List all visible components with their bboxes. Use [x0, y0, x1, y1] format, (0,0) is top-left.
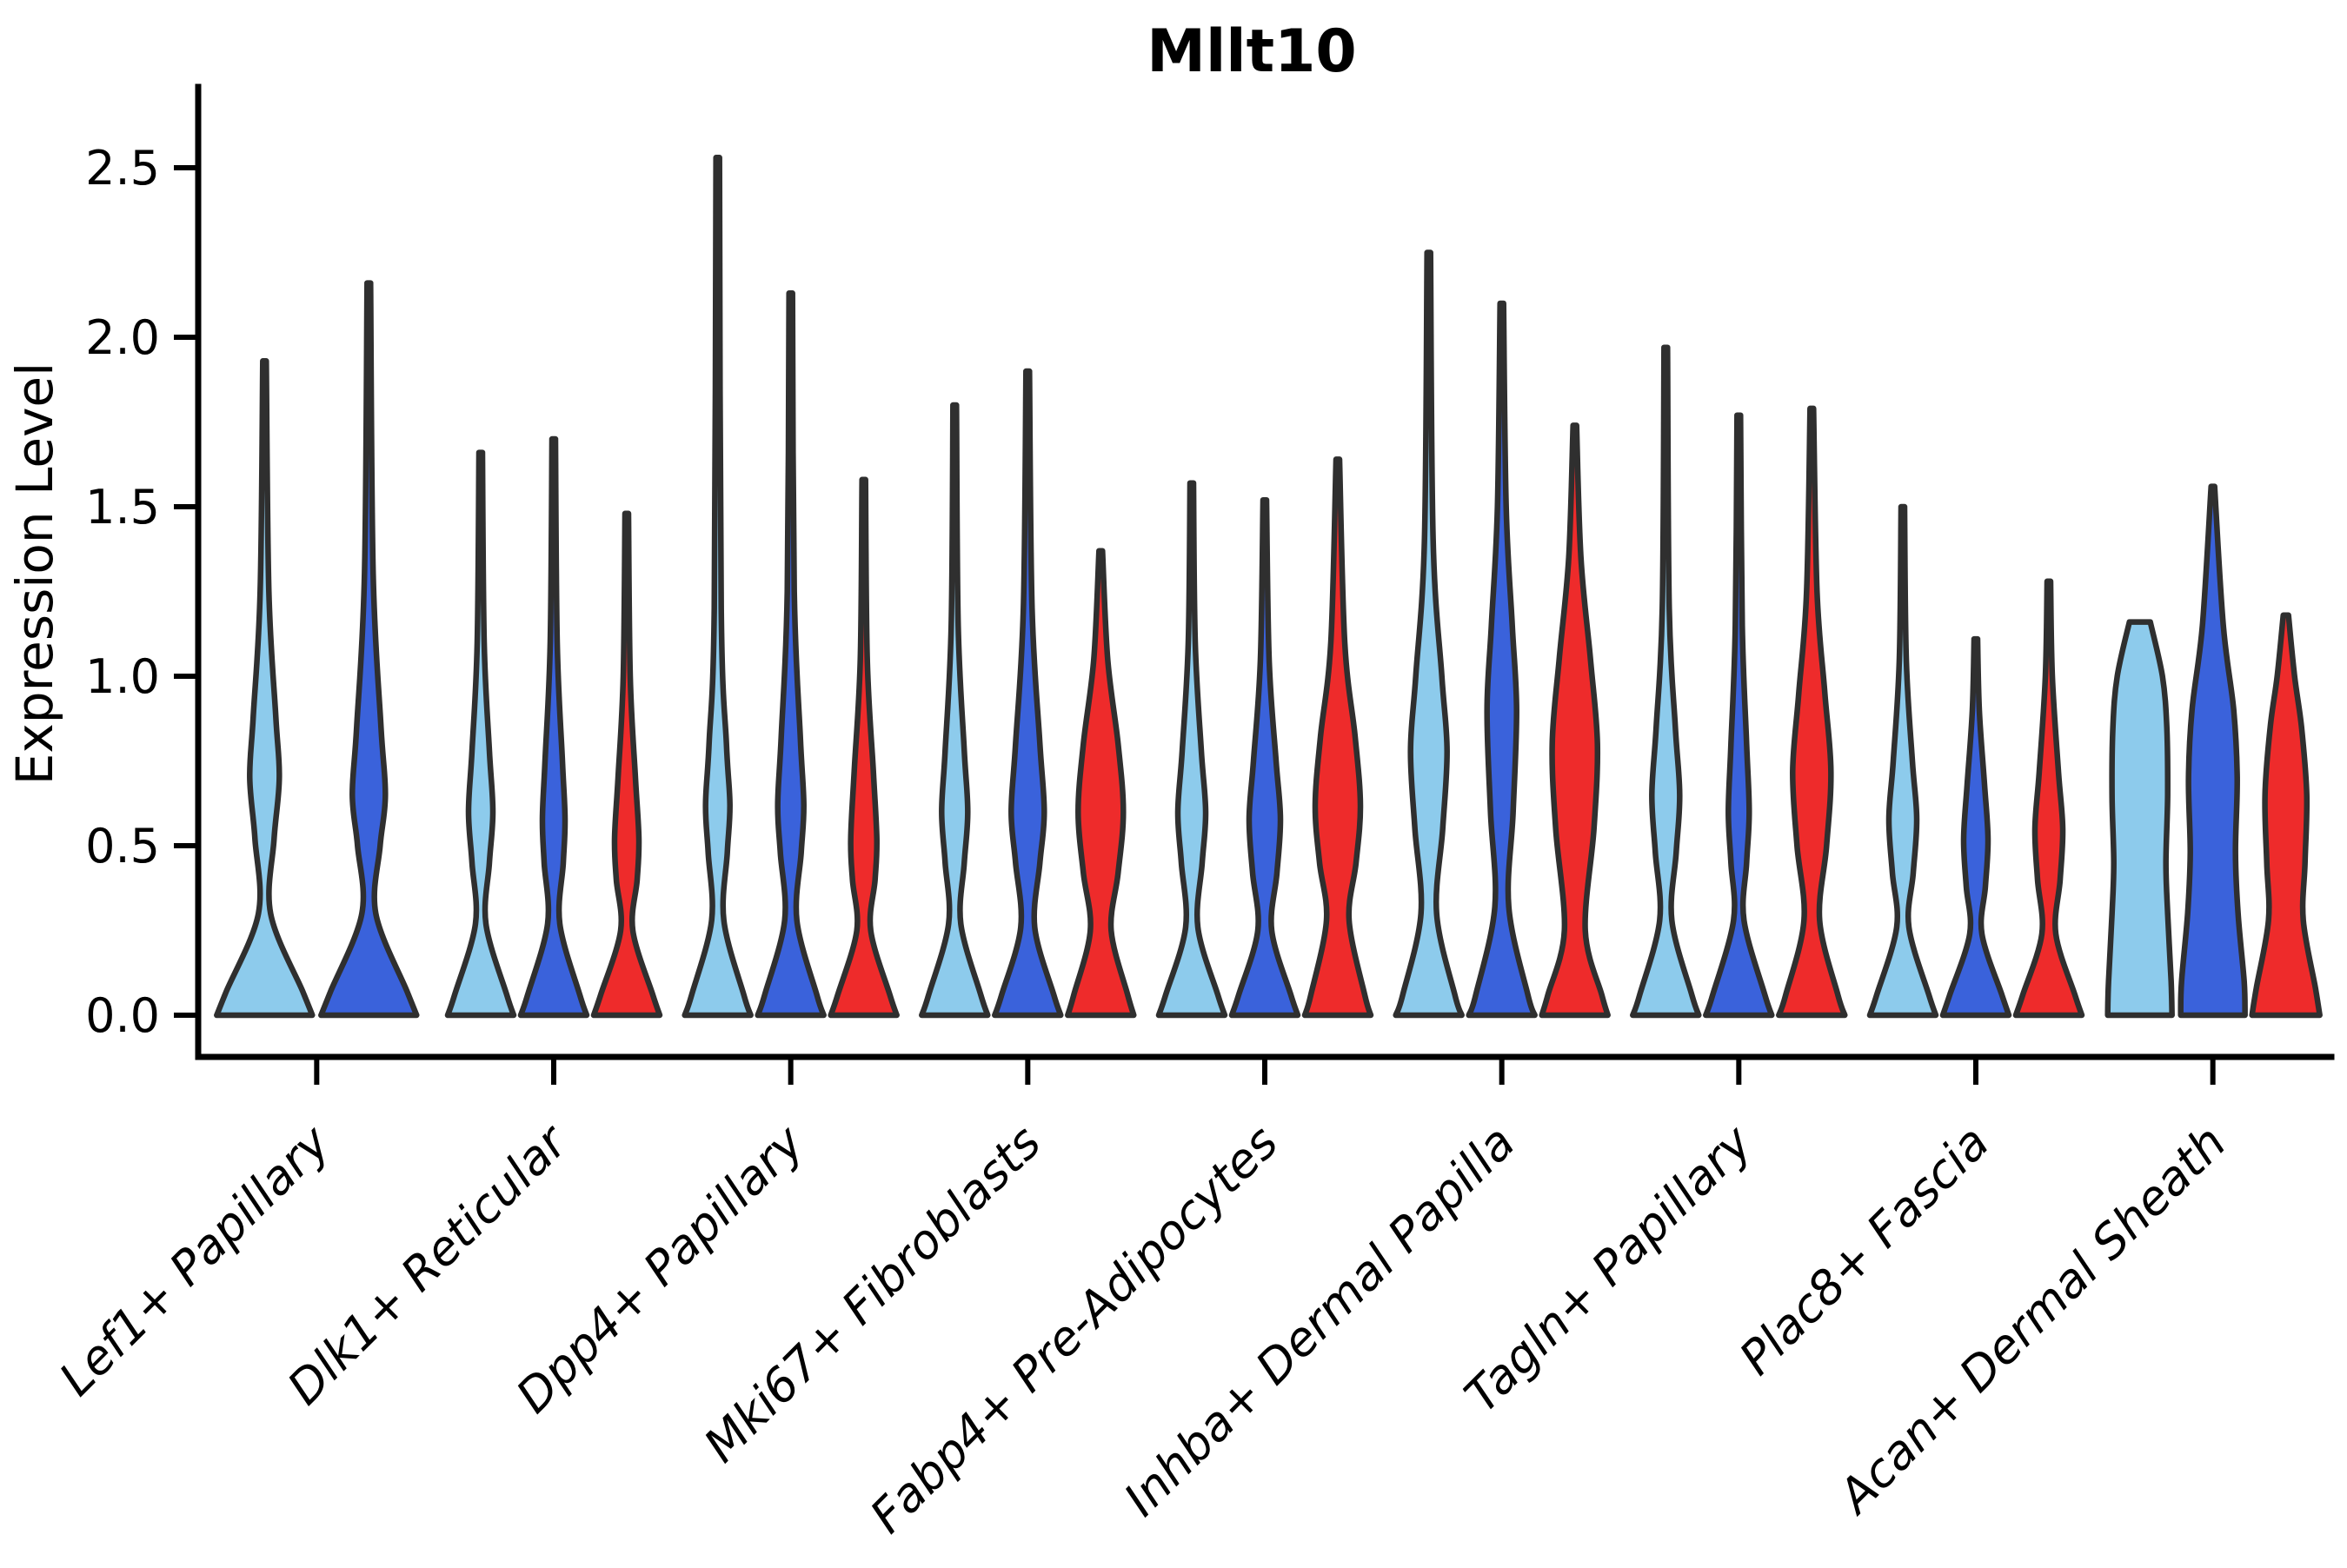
- violin-dlk1-reticular-hue2: [590, 510, 663, 1019]
- y-tick-label: 1.5: [85, 480, 160, 535]
- y-axis: 0.0 0.5 1.0 1.5 2.0 2.5: [85, 83, 202, 1060]
- violin-mki67-fibroblasts-hue0: [919, 402, 991, 1019]
- violin-dpp4-papillary-hue2: [828, 476, 900, 1019]
- violin-plac8-fascia-hue1: [1939, 635, 2012, 1019]
- violin-inhba-dermal-papilla-hue1: [1466, 300, 1538, 1019]
- violin-dpp4-papillary-hue0: [681, 155, 754, 1019]
- violin-plac8-fascia-hue2: [2012, 578, 2085, 1019]
- violin-dlk1-reticular-hue0: [444, 449, 517, 1019]
- violin-acan-dermal-sheath-hue2: [2249, 612, 2323, 1019]
- violin-fabp4-pre-adipocytes-hue0: [1155, 480, 1228, 1019]
- violin-acan-dermal-sheath-hue1: [2177, 483, 2248, 1019]
- y-axis-label: Expression Level: [5, 362, 64, 785]
- violins-layer: [214, 155, 2323, 1019]
- y-tick-label: 0.5: [85, 819, 160, 874]
- violin-mki67-fibroblasts-hue2: [1065, 548, 1137, 1019]
- y-tick-label: 2.0: [85, 310, 160, 365]
- violin-dpp4-papillary-hue1: [755, 290, 827, 1019]
- y-tick-label: 1.0: [85, 649, 160, 704]
- violin-fabp4-pre-adipocytes-hue1: [1228, 496, 1301, 1019]
- violin-mki67-fibroblasts-hue1: [992, 368, 1064, 1019]
- chart-title: Mllt10: [1147, 17, 1356, 86]
- violin-tagln-papillary-hue1: [1703, 412, 1775, 1019]
- violin-fabp4-pre-adipocytes-hue2: [1301, 456, 1374, 1019]
- y-tick-label: 2.5: [85, 141, 160, 196]
- violin-lef1-papillary-hue1: [318, 280, 420, 1019]
- violin-inhba-dermal-papilla-hue0: [1393, 249, 1465, 1019]
- violin-dlk1-reticular-hue1: [517, 435, 590, 1019]
- violin-tagln-papillary-hue2: [1776, 405, 1848, 1019]
- violin-tagln-papillary-hue0: [1630, 344, 1702, 1019]
- violin-plac8-fascia-hue0: [1866, 503, 1939, 1019]
- violin-inhba-dermal-papilla-hue2: [1539, 422, 1611, 1019]
- y-tick-label: 0.0: [85, 988, 160, 1043]
- violin-lef1-papillary-hue0: [214, 358, 316, 1019]
- violin-acan-dermal-sheath-hue0: [2104, 619, 2175, 1019]
